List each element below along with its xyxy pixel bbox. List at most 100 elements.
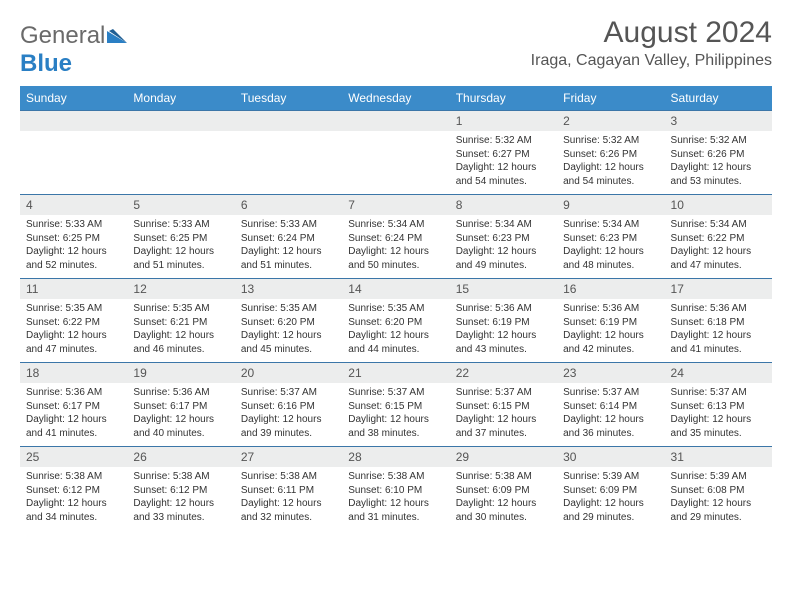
day-number-cell: 21 <box>342 363 449 384</box>
calendar-table: SundayMondayTuesdayWednesdayThursdayFrid… <box>20 86 772 530</box>
sunset-line: Sunset: 6:09 PM <box>456 484 551 498</box>
day-number-cell: 2 <box>557 111 664 132</box>
daylight-line: Daylight: 12 hours and 54 minutes. <box>456 161 551 188</box>
day-detail-cell: Sunrise: 5:34 AMSunset: 6:23 PMDaylight:… <box>557 215 664 279</box>
day-number-cell: 8 <box>450 195 557 216</box>
daylight-line: Daylight: 12 hours and 45 minutes. <box>241 329 336 356</box>
daylight-line: Daylight: 12 hours and 47 minutes. <box>671 245 766 272</box>
sunrise-line: Sunrise: 5:34 AM <box>348 218 443 232</box>
daylight-line: Daylight: 12 hours and 42 minutes. <box>563 329 658 356</box>
day-number-cell: 27 <box>235 447 342 468</box>
daylight-line: Daylight: 12 hours and 53 minutes. <box>671 161 766 188</box>
day-detail-cell: Sunrise: 5:32 AMSunset: 6:27 PMDaylight:… <box>450 131 557 195</box>
day-number-cell: 15 <box>450 279 557 300</box>
day-detail-cell: Sunrise: 5:34 AMSunset: 6:23 PMDaylight:… <box>450 215 557 279</box>
sunrise-line: Sunrise: 5:32 AM <box>456 134 551 148</box>
day-detail-cell: Sunrise: 5:36 AMSunset: 6:19 PMDaylight:… <box>450 299 557 363</box>
day-number-cell: 6 <box>235 195 342 216</box>
day-number-row: 45678910 <box>20 195 772 216</box>
sunset-line: Sunset: 6:12 PM <box>26 484 121 498</box>
day-detail-cell: Sunrise: 5:38 AMSunset: 6:12 PMDaylight:… <box>127 467 234 530</box>
day-number-cell: 4 <box>20 195 127 216</box>
daylight-line: Daylight: 12 hours and 37 minutes. <box>456 413 551 440</box>
sunrise-line: Sunrise: 5:37 AM <box>348 386 443 400</box>
day-number-cell <box>20 111 127 132</box>
daylight-line: Daylight: 12 hours and 29 minutes. <box>563 497 658 524</box>
daylight-line: Daylight: 12 hours and 50 minutes. <box>348 245 443 272</box>
sunset-line: Sunset: 6:15 PM <box>348 400 443 414</box>
day-detail-cell: Sunrise: 5:39 AMSunset: 6:09 PMDaylight:… <box>557 467 664 530</box>
title-block: August 2024 Iraga, Cagayan Valley, Phili… <box>531 16 772 70</box>
day-number-cell: 7 <box>342 195 449 216</box>
daylight-line: Daylight: 12 hours and 51 minutes. <box>133 245 228 272</box>
sunrise-line: Sunrise: 5:34 AM <box>563 218 658 232</box>
daylight-line: Daylight: 12 hours and 41 minutes. <box>671 329 766 356</box>
day-detail-cell: Sunrise: 5:37 AMSunset: 6:15 PMDaylight:… <box>450 383 557 447</box>
day-detail-cell: Sunrise: 5:38 AMSunset: 6:11 PMDaylight:… <box>235 467 342 530</box>
daylight-line: Daylight: 12 hours and 49 minutes. <box>456 245 551 272</box>
daylight-line: Daylight: 12 hours and 32 minutes. <box>241 497 336 524</box>
sunset-line: Sunset: 6:15 PM <box>456 400 551 414</box>
logo: General Blue <box>20 22 127 78</box>
sunset-line: Sunset: 6:09 PM <box>563 484 658 498</box>
day-detail-cell <box>127 131 234 195</box>
day-number-cell: 16 <box>557 279 664 300</box>
day-number-cell: 19 <box>127 363 234 384</box>
sunset-line: Sunset: 6:23 PM <box>563 232 658 246</box>
day-number-cell <box>235 111 342 132</box>
sunset-line: Sunset: 6:13 PM <box>671 400 766 414</box>
day-detail-row: Sunrise: 5:32 AMSunset: 6:27 PMDaylight:… <box>20 131 772 195</box>
sunset-line: Sunset: 6:23 PM <box>456 232 551 246</box>
day-detail-row: Sunrise: 5:36 AMSunset: 6:17 PMDaylight:… <box>20 383 772 447</box>
day-detail-cell: Sunrise: 5:35 AMSunset: 6:21 PMDaylight:… <box>127 299 234 363</box>
day-detail-cell: Sunrise: 5:35 AMSunset: 6:20 PMDaylight:… <box>235 299 342 363</box>
day-number-row: 25262728293031 <box>20 447 772 468</box>
daylight-line: Daylight: 12 hours and 52 minutes. <box>26 245 121 272</box>
day-number-cell: 5 <box>127 195 234 216</box>
daylight-line: Daylight: 12 hours and 47 minutes. <box>26 329 121 356</box>
day-detail-cell: Sunrise: 5:33 AMSunset: 6:24 PMDaylight:… <box>235 215 342 279</box>
sunrise-line: Sunrise: 5:37 AM <box>456 386 551 400</box>
day-number-cell: 29 <box>450 447 557 468</box>
day-number-cell: 3 <box>665 111 772 132</box>
daylight-line: Daylight: 12 hours and 33 minutes. <box>133 497 228 524</box>
day-detail-cell: Sunrise: 5:34 AMSunset: 6:24 PMDaylight:… <box>342 215 449 279</box>
day-detail-cell: Sunrise: 5:35 AMSunset: 6:22 PMDaylight:… <box>20 299 127 363</box>
day-number-cell: 22 <box>450 363 557 384</box>
day-number-cell: 26 <box>127 447 234 468</box>
sunset-line: Sunset: 6:12 PM <box>133 484 228 498</box>
day-header: Tuesday <box>235 86 342 111</box>
sunrise-line: Sunrise: 5:37 AM <box>563 386 658 400</box>
day-number-cell: 20 <box>235 363 342 384</box>
day-number-cell: 30 <box>557 447 664 468</box>
day-detail-cell: Sunrise: 5:37 AMSunset: 6:14 PMDaylight:… <box>557 383 664 447</box>
day-detail-cell: Sunrise: 5:37 AMSunset: 6:16 PMDaylight:… <box>235 383 342 447</box>
day-detail-cell: Sunrise: 5:37 AMSunset: 6:15 PMDaylight:… <box>342 383 449 447</box>
sunset-line: Sunset: 6:10 PM <box>348 484 443 498</box>
day-number-cell: 31 <box>665 447 772 468</box>
daylight-line: Daylight: 12 hours and 46 minutes. <box>133 329 228 356</box>
daylight-line: Daylight: 12 hours and 34 minutes. <box>26 497 121 524</box>
sunrise-line: Sunrise: 5:32 AM <box>671 134 766 148</box>
calendar-body: 123Sunrise: 5:32 AMSunset: 6:27 PMDaylig… <box>20 111 772 531</box>
daylight-line: Daylight: 12 hours and 39 minutes. <box>241 413 336 440</box>
sunset-line: Sunset: 6:21 PM <box>133 316 228 330</box>
day-detail-cell: Sunrise: 5:37 AMSunset: 6:13 PMDaylight:… <box>665 383 772 447</box>
day-detail-cell: Sunrise: 5:33 AMSunset: 6:25 PMDaylight:… <box>127 215 234 279</box>
day-number-cell: 10 <box>665 195 772 216</box>
sunset-line: Sunset: 6:22 PM <box>26 316 121 330</box>
sunset-line: Sunset: 6:20 PM <box>348 316 443 330</box>
sunset-line: Sunset: 6:22 PM <box>671 232 766 246</box>
sunset-line: Sunset: 6:08 PM <box>671 484 766 498</box>
day-detail-cell: Sunrise: 5:32 AMSunset: 6:26 PMDaylight:… <box>665 131 772 195</box>
day-number-cell: 14 <box>342 279 449 300</box>
day-detail-row: Sunrise: 5:33 AMSunset: 6:25 PMDaylight:… <box>20 215 772 279</box>
day-number-cell: 24 <box>665 363 772 384</box>
sunrise-line: Sunrise: 5:33 AM <box>241 218 336 232</box>
daylight-line: Daylight: 12 hours and 54 minutes. <box>563 161 658 188</box>
day-detail-cell: Sunrise: 5:36 AMSunset: 6:17 PMDaylight:… <box>20 383 127 447</box>
day-detail-cell <box>20 131 127 195</box>
daylight-line: Daylight: 12 hours and 51 minutes. <box>241 245 336 272</box>
day-detail-cell: Sunrise: 5:32 AMSunset: 6:26 PMDaylight:… <box>557 131 664 195</box>
day-detail-cell: Sunrise: 5:33 AMSunset: 6:25 PMDaylight:… <box>20 215 127 279</box>
